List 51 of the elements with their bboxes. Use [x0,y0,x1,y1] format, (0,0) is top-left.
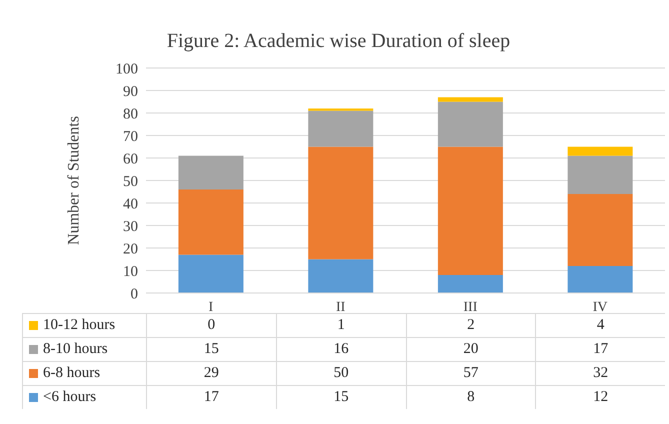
bar [568,194,633,266]
data-label: 57 [406,362,536,385]
bar [438,275,503,293]
data-label: 15 [146,338,276,361]
data-label: 1 [276,314,406,337]
bar [438,146,503,275]
data-label: 17 [146,386,276,409]
bar [438,97,503,102]
y-tick-label: 30 [123,218,138,235]
legend-label: 10-12 hours [43,317,116,334]
data-label: 17 [535,338,665,361]
y-tick-label: 20 [123,241,138,258]
chart-title: Figure 2: Academic wise Duration of sleep [166,30,512,53]
x-tick-label: IV [592,300,608,315]
y-tick-label: 80 [123,106,138,122]
bar [568,156,633,194]
y-tick-label: 0 [130,286,138,302]
data-label: 4 [535,314,665,337]
y-tick-label: 100 [116,61,138,78]
x-tick-label: I [208,300,214,315]
data-label: 16 [276,338,406,361]
y-axis-title: Number of Students [66,116,83,245]
bar [308,110,374,147]
y-tick-label: 70 [123,128,138,145]
legend-label: 8-10 hours [43,341,108,358]
data-label: 29 [146,362,276,385]
data-label: 2 [406,314,536,337]
bar [178,156,244,190]
data-label: 32 [535,362,665,385]
bar [438,102,503,147]
bar [178,254,244,293]
x-tick-label: II [336,300,346,315]
data-label: 8 [406,386,536,409]
y-tick-label: 50 [123,174,138,190]
bar [568,266,633,293]
y-tick-label: 60 [123,151,138,168]
y-tick-label: 90 [123,84,138,100]
legend-label: 6-8 hours [43,365,100,382]
data-label: 20 [406,338,536,361]
bar [178,190,244,255]
bar [308,259,374,293]
y-tick-label: 40 [123,196,138,212]
data-label: 0 [146,314,276,337]
y-tick-label: 10 [123,264,138,280]
bar [568,146,633,156]
x-tick-label: III [463,300,478,315]
legend-label: <6 hours [43,389,96,406]
data-label: 12 [535,386,665,409]
data-label: 15 [276,386,406,409]
data-label: 50 [276,362,406,385]
bar [308,146,374,260]
